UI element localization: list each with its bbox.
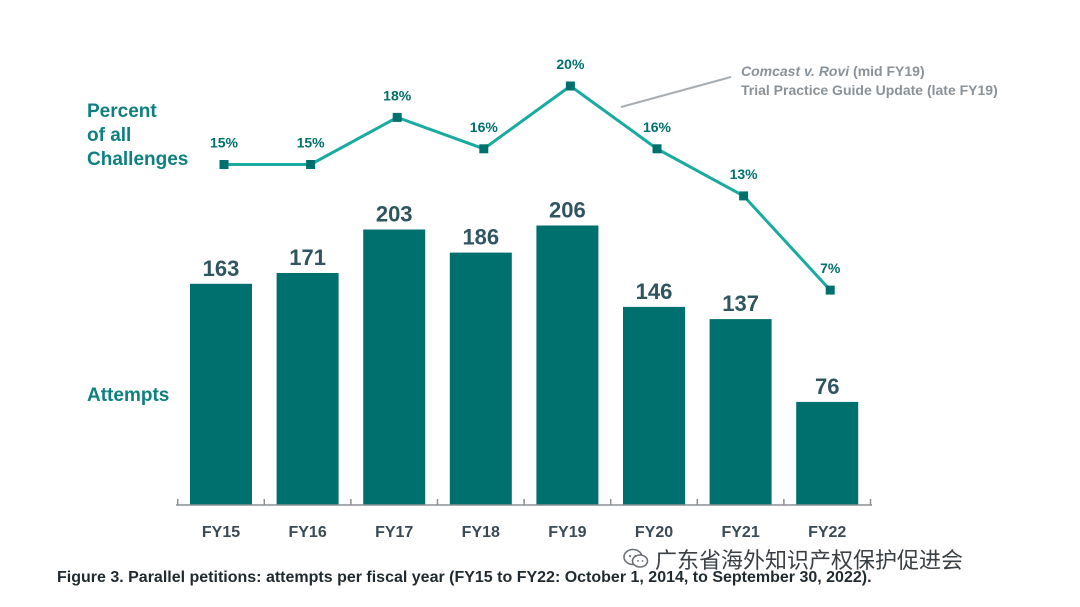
annotation-line-1: Comcast v. Rovi (mid FY19) bbox=[741, 63, 925, 79]
percent-marker-fy19 bbox=[565, 81, 575, 91]
bar-fy21 bbox=[709, 319, 772, 505]
annotation-line-2: Trial Practice Guide Update (late FY19) bbox=[741, 82, 998, 98]
percent-label-line-2: of all bbox=[87, 125, 131, 146]
percent-value-label-fy20: 16% bbox=[643, 119, 672, 135]
bar-value-label-fy19: 206 bbox=[549, 198, 586, 223]
bar-fy20 bbox=[623, 306, 685, 505]
bar-value-label-fy21: 137 bbox=[722, 291, 759, 316]
percent-marker-fy20 bbox=[652, 144, 662, 154]
x-tick-label-fy15: FY15 bbox=[202, 524, 240, 541]
bar-fy22 bbox=[796, 401, 859, 505]
percent-value-label-fy17: 18% bbox=[383, 87, 412, 103]
bar-fy19 bbox=[536, 225, 599, 505]
bar-value-label-fy18: 186 bbox=[462, 225, 499, 250]
percent-label-line-1: Percent bbox=[87, 101, 157, 122]
percent-value-label-fy18: 16% bbox=[470, 119, 499, 135]
bar-value-label-fy22: 76 bbox=[815, 374, 839, 399]
percent-marker-fy17 bbox=[392, 112, 402, 122]
bars-layer: 163 171 203 186 206 146 137 76 bbox=[190, 198, 859, 505]
percent-marker-fy21 bbox=[739, 191, 749, 201]
percent-label-line-3: Challenges bbox=[87, 149, 188, 170]
series-labels: Percent of all Challenges Attempts bbox=[87, 101, 188, 406]
bar-value-label-fy20: 146 bbox=[636, 279, 673, 304]
bar-value-label-fy17: 203 bbox=[376, 202, 413, 227]
x-tick-labels: FY15 FY16 FY17 FY18 FY19 FY20 FY21 FY22 bbox=[202, 524, 847, 541]
x-tick-label-fy19: FY19 bbox=[548, 524, 586, 541]
annotation-case-name: Comcast v. Rovi bbox=[741, 63, 850, 79]
x-tick-label-fy16: FY16 bbox=[288, 524, 326, 541]
percent-value-label-fy16: 15% bbox=[297, 135, 326, 151]
percent-marker-fy22 bbox=[825, 285, 835, 295]
bar-fy17 bbox=[363, 229, 426, 505]
percent-marker-fy16 bbox=[306, 160, 316, 169]
percent-value-label-fy15: 15% bbox=[210, 135, 239, 151]
bar-fy18 bbox=[449, 252, 512, 505]
x-tick-label-fy22: FY22 bbox=[808, 524, 846, 541]
percent-series-line bbox=[224, 84, 832, 292]
percent-marker-fy15 bbox=[219, 160, 229, 169]
figure-caption: Figure 3. Parallel petitions: attempts p… bbox=[57, 569, 872, 586]
bar-fy15 bbox=[190, 283, 252, 505]
attempts-label: Attempts bbox=[87, 385, 169, 406]
watermark: 广东省海外知识产权保护促进会 bbox=[623, 543, 963, 575]
percent-value-label-fy21: 13% bbox=[730, 166, 759, 182]
x-tick-label-fy17: FY17 bbox=[375, 524, 413, 541]
bar-value-label-fy16: 171 bbox=[289, 245, 326, 270]
x-tick-label-fy21: FY21 bbox=[721, 524, 759, 541]
annotation-leader-line bbox=[620, 76, 732, 108]
x-axis bbox=[176, 499, 872, 506]
percent-value-label-fy19: 20% bbox=[556, 56, 585, 72]
bar-fy16 bbox=[276, 273, 339, 505]
annotation-case-date: (mid FY19) bbox=[849, 63, 924, 79]
percent-marker-fy18 bbox=[479, 144, 489, 154]
x-tick-label-fy20: FY20 bbox=[635, 524, 673, 541]
bar-value-label-fy15: 163 bbox=[203, 256, 240, 281]
x-tick-label-fy18: FY18 bbox=[462, 524, 500, 541]
annotation: Comcast v. Rovi (mid FY19) Trial Practic… bbox=[620, 63, 998, 108]
watermark-text: 广东省海外知识产权保护促进会 bbox=[655, 549, 964, 574]
wechat-icon bbox=[623, 548, 649, 570]
percent-value-label-fy22: 7% bbox=[820, 260, 841, 276]
percent-line-layer: 15% 15% 18% 16% 20% 16% 13% 7% bbox=[210, 56, 841, 295]
